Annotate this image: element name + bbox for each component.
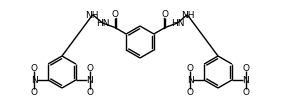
Text: O: O <box>31 87 38 96</box>
Text: O: O <box>86 87 93 96</box>
Text: O: O <box>111 10 118 19</box>
Text: O: O <box>162 10 169 19</box>
Text: N: N <box>187 75 194 84</box>
Text: NH: NH <box>182 11 195 20</box>
Text: NH: NH <box>85 11 98 20</box>
Text: N: N <box>31 75 38 84</box>
Text: O: O <box>187 63 194 72</box>
Text: N: N <box>87 75 93 84</box>
Text: O: O <box>31 63 38 72</box>
Text: HN: HN <box>172 19 185 28</box>
Text: O: O <box>242 63 249 72</box>
Text: O: O <box>86 63 93 72</box>
Text: N: N <box>243 75 249 84</box>
Text: O: O <box>187 87 194 96</box>
Text: HN: HN <box>96 19 109 28</box>
Text: O: O <box>242 87 249 96</box>
